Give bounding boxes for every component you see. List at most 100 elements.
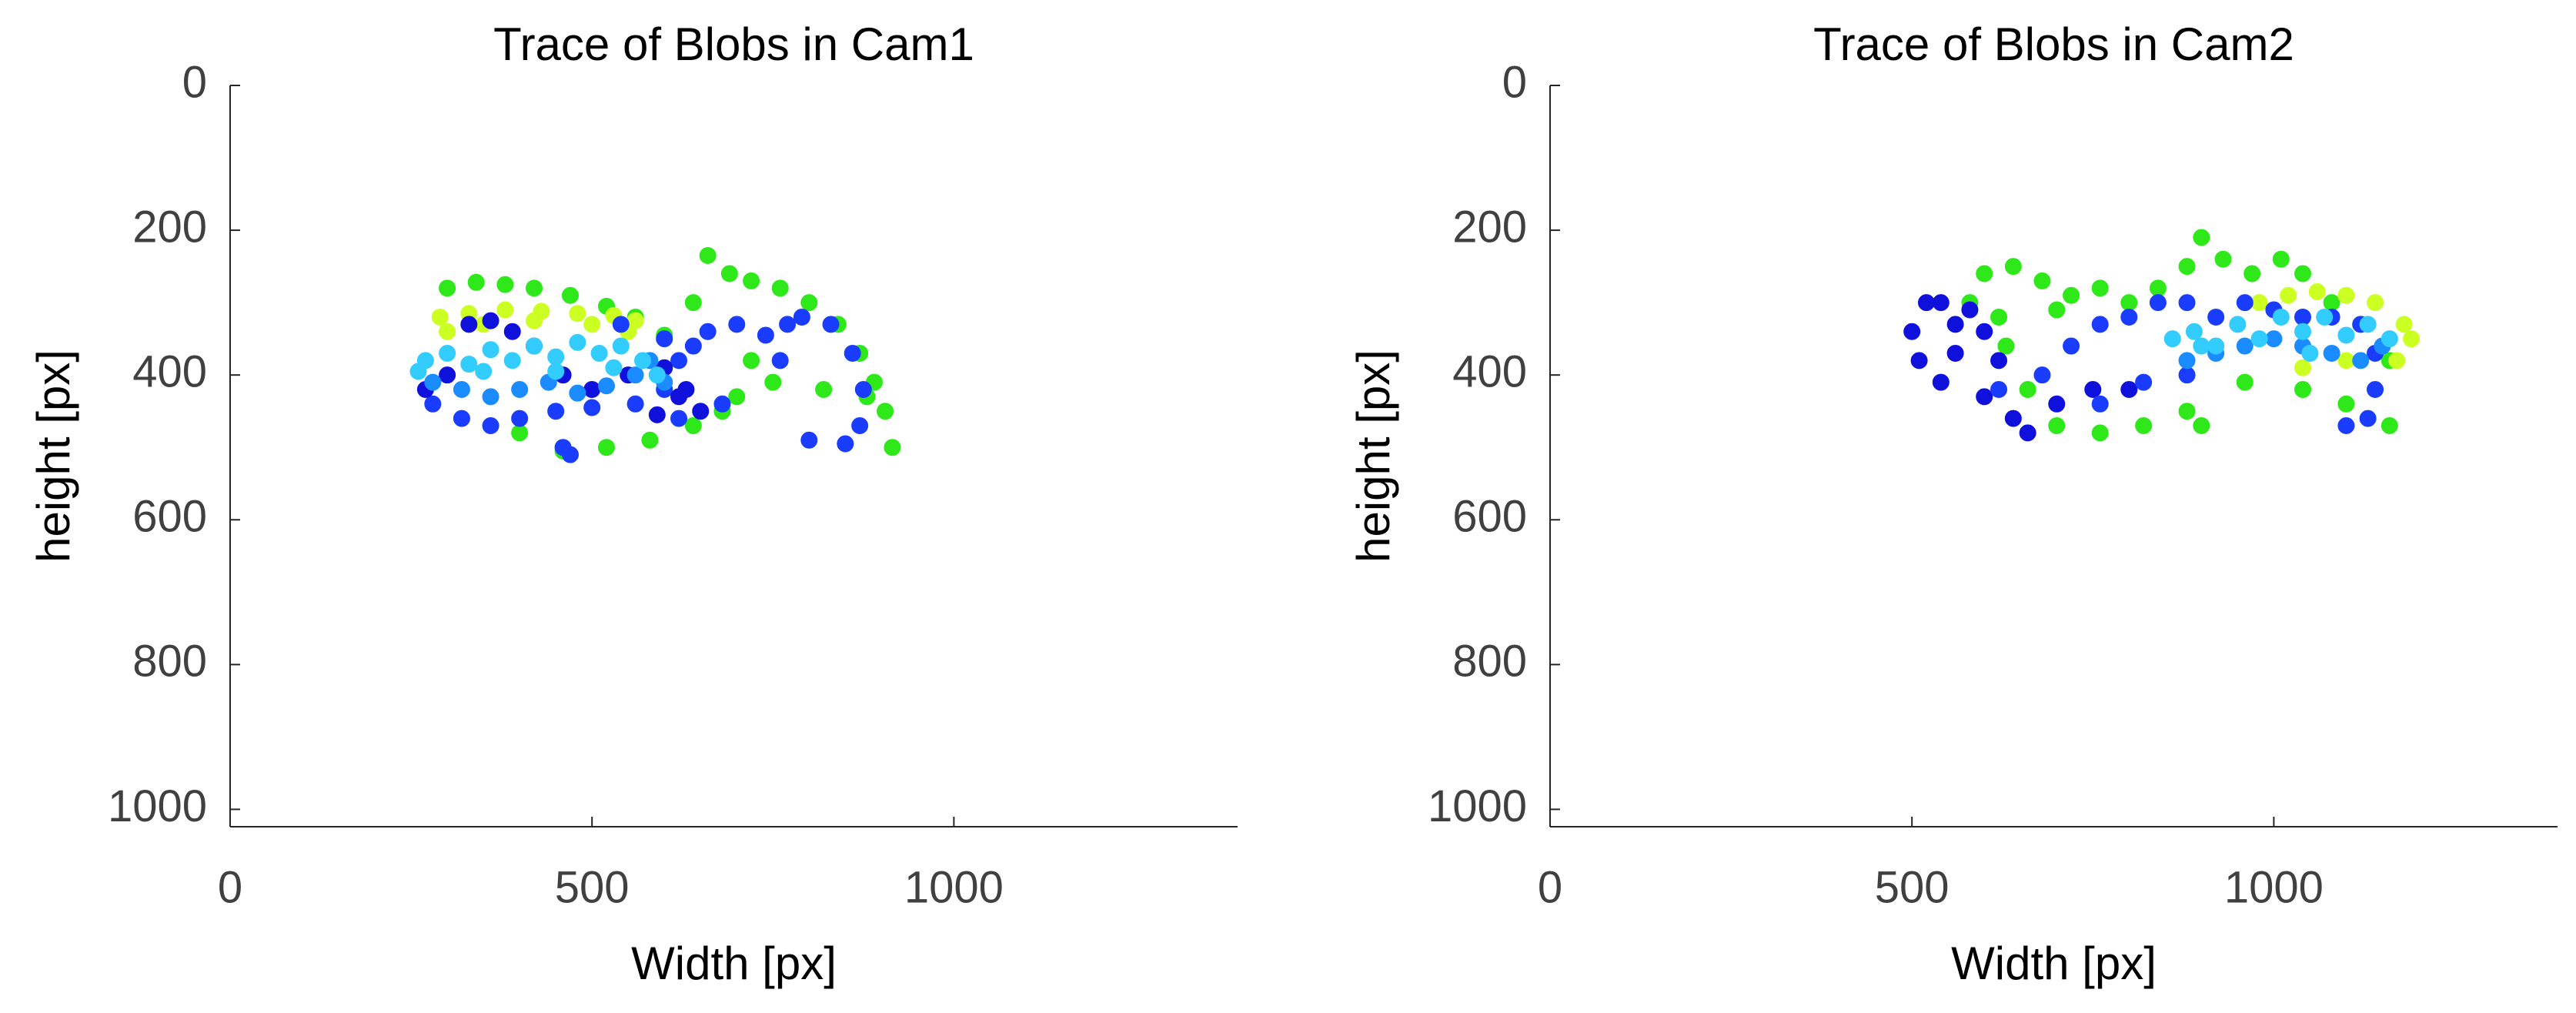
point	[692, 403, 710, 420]
x-tick-label: 1000	[2224, 862, 2324, 912]
point	[569, 305, 586, 323]
y-tick-label: 200	[1452, 202, 1527, 252]
point	[2193, 229, 2210, 246]
point	[2019, 424, 2036, 442]
point	[1976, 323, 1993, 340]
point	[2178, 352, 2196, 369]
y-tick-label: 0	[1502, 57, 1527, 107]
point	[561, 446, 579, 463]
point	[460, 356, 478, 373]
point	[2265, 330, 2283, 348]
point	[2272, 250, 2290, 268]
x-tick-label: 0	[218, 862, 242, 912]
point	[453, 410, 470, 427]
y-axis-label: height [px]	[28, 349, 79, 563]
y-axis-label: height [px]	[1348, 349, 1399, 563]
point	[2091, 395, 2109, 413]
point	[467, 273, 485, 291]
point	[2120, 308, 2138, 326]
point	[525, 279, 543, 297]
point	[670, 388, 688, 406]
point	[800, 431, 818, 449]
x-axis-label: Width [px]	[631, 938, 837, 989]
point	[482, 417, 499, 435]
point	[2063, 286, 2080, 304]
point	[2214, 250, 2232, 268]
point	[2250, 330, 2268, 348]
point	[2316, 308, 2334, 326]
point	[2135, 417, 2153, 435]
point	[525, 337, 543, 355]
point	[2359, 410, 2377, 427]
point	[2323, 294, 2340, 312]
point	[2359, 316, 2377, 333]
point	[511, 424, 529, 442]
x-tick-label: 500	[555, 862, 630, 912]
point	[764, 373, 782, 391]
point	[2323, 344, 2340, 362]
point	[2250, 294, 2268, 312]
point	[2301, 344, 2319, 362]
point	[583, 316, 601, 333]
point	[2120, 294, 2138, 312]
point	[475, 363, 493, 380]
point	[728, 316, 746, 333]
point	[597, 439, 615, 456]
y-tick-label: 400	[132, 347, 207, 397]
y-tick-label: 1000	[108, 781, 207, 831]
point	[2236, 294, 2254, 312]
point	[2352, 352, 2370, 369]
point	[511, 380, 529, 398]
point	[496, 276, 514, 293]
point	[844, 344, 861, 362]
point	[439, 366, 456, 384]
point	[1990, 352, 2008, 369]
point	[547, 403, 565, 420]
point	[409, 363, 427, 380]
point	[2294, 265, 2311, 283]
point	[2033, 366, 2051, 384]
point	[1903, 323, 1921, 340]
point	[771, 279, 789, 297]
point	[699, 247, 717, 265]
point	[547, 348, 565, 366]
point	[503, 323, 521, 340]
point	[1932, 373, 1950, 391]
point	[612, 337, 630, 355]
point	[2207, 337, 2225, 355]
point	[648, 406, 666, 423]
y-tick-label: 800	[1452, 637, 1527, 687]
point	[2193, 417, 2210, 435]
point	[612, 316, 630, 333]
point	[2367, 294, 2384, 312]
point	[2367, 380, 2384, 398]
point	[2308, 283, 2326, 301]
point	[482, 388, 499, 406]
point	[684, 337, 702, 355]
point	[597, 377, 615, 395]
y-tick-label: 400	[1452, 347, 1527, 397]
point	[482, 312, 499, 329]
y-tick-label: 200	[132, 202, 207, 252]
point	[439, 279, 456, 297]
point	[684, 294, 702, 312]
point	[2395, 316, 2413, 333]
point	[2091, 424, 2109, 442]
point	[684, 417, 702, 435]
point	[2337, 326, 2355, 344]
point	[439, 323, 456, 340]
point	[439, 344, 456, 362]
point	[590, 344, 608, 362]
point	[837, 435, 854, 453]
point	[2149, 294, 2167, 312]
point	[424, 395, 442, 413]
chart-title: Trace of Blobs in Cam1	[493, 18, 974, 70]
point	[460, 316, 478, 333]
point	[2280, 286, 2297, 304]
point	[2388, 352, 2406, 369]
point	[2337, 286, 2355, 304]
point	[1961, 301, 1979, 319]
point	[851, 417, 869, 435]
point	[2294, 359, 2311, 376]
